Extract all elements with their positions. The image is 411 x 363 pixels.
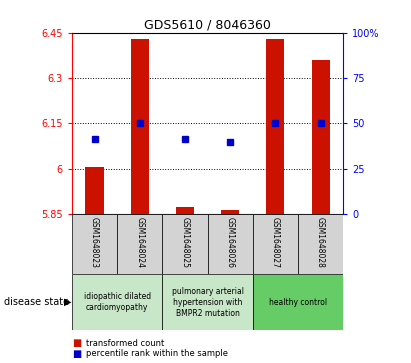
Text: idiopathic dilated
cardiomyopathy: idiopathic dilated cardiomyopathy [83, 292, 151, 312]
Bar [162, 274, 253, 330]
Bar [298, 214, 343, 274]
Text: ■: ■ [72, 338, 81, 348]
Bar [253, 214, 298, 274]
Bar [131, 39, 149, 214]
Text: GSM1648023: GSM1648023 [90, 217, 99, 268]
Text: ■: ■ [72, 349, 81, 359]
Bar [162, 214, 208, 274]
Text: pulmonary arterial
hypertension with
BMPR2 mutation: pulmonary arterial hypertension with BMP… [171, 287, 244, 318]
Bar [266, 39, 284, 214]
Bar [312, 60, 330, 214]
Text: disease state: disease state [4, 297, 69, 307]
Text: GSM1648024: GSM1648024 [135, 217, 144, 268]
Bar [253, 274, 343, 330]
Text: transformed count: transformed count [86, 339, 164, 347]
Text: percentile rank within the sample: percentile rank within the sample [86, 350, 228, 358]
Title: GDS5610 / 8046360: GDS5610 / 8046360 [144, 19, 271, 32]
Bar [85, 167, 104, 214]
Bar [221, 210, 239, 214]
Text: GSM1648026: GSM1648026 [226, 217, 235, 268]
Bar [72, 274, 162, 330]
Bar [117, 214, 162, 274]
Bar [208, 214, 253, 274]
Text: healthy control: healthy control [269, 298, 327, 307]
Text: GSM1648027: GSM1648027 [271, 217, 280, 268]
Bar [176, 207, 194, 214]
Text: GSM1648025: GSM1648025 [180, 217, 189, 268]
Text: GSM1648028: GSM1648028 [316, 217, 325, 268]
Text: ▶: ▶ [64, 297, 71, 307]
Bar [72, 214, 117, 274]
